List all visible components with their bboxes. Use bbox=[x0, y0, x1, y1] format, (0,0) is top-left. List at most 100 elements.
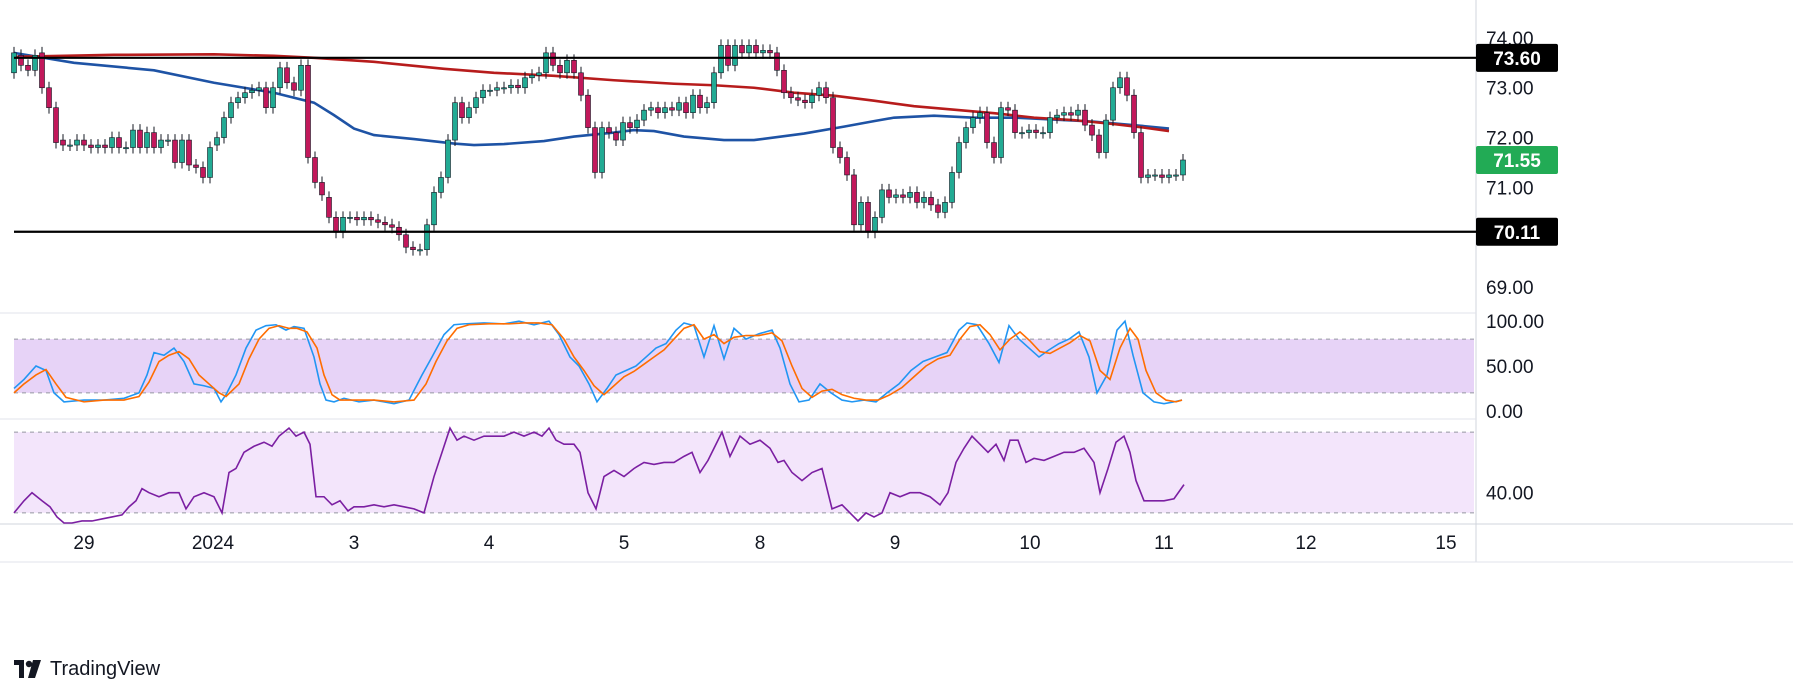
candle[interactable] bbox=[249, 84, 255, 99]
candle[interactable] bbox=[648, 101, 654, 117]
candle[interactable] bbox=[361, 211, 367, 226]
candle[interactable] bbox=[312, 151, 318, 189]
horizontal-levels[interactable] bbox=[14, 56, 1476, 233]
candle[interactable] bbox=[291, 76, 297, 97]
candle[interactable] bbox=[613, 126, 619, 147]
candle[interactable] bbox=[1054, 109, 1060, 124]
candle[interactable] bbox=[25, 59, 31, 77]
candle[interactable] bbox=[1026, 124, 1032, 139]
candle[interactable] bbox=[158, 134, 164, 154]
candle[interactable] bbox=[1131, 89, 1137, 139]
candle[interactable] bbox=[459, 96, 465, 124]
candle[interactable] bbox=[739, 39, 745, 59]
candle[interactable] bbox=[781, 64, 787, 99]
candle[interactable] bbox=[704, 96, 710, 114]
candle[interactable] bbox=[900, 188, 906, 204]
candle[interactable] bbox=[207, 141, 213, 184]
candle[interactable] bbox=[368, 211, 374, 226]
candle[interactable] bbox=[529, 69, 535, 84]
candle[interactable] bbox=[1124, 71, 1130, 102]
candle[interactable] bbox=[11, 46, 17, 79]
candle[interactable] bbox=[627, 116, 633, 134]
candle[interactable] bbox=[1180, 154, 1186, 181]
candle[interactable] bbox=[151, 126, 157, 154]
candle[interactable] bbox=[1075, 104, 1081, 122]
candle[interactable] bbox=[711, 66, 717, 109]
candle[interactable] bbox=[508, 79, 514, 94]
candle[interactable] bbox=[39, 46, 45, 94]
candle[interactable] bbox=[137, 124, 143, 154]
candle[interactable] bbox=[998, 101, 1004, 164]
candle[interactable] bbox=[620, 116, 626, 147]
candle[interactable] bbox=[760, 44, 766, 59]
candle[interactable] bbox=[655, 101, 661, 119]
candle[interactable] bbox=[298, 59, 304, 97]
candle[interactable] bbox=[795, 91, 801, 107]
candle[interactable] bbox=[1047, 111, 1053, 139]
candle[interactable] bbox=[746, 39, 752, 59]
candle[interactable] bbox=[256, 81, 262, 97]
candlesticks[interactable] bbox=[11, 39, 1186, 256]
candle[interactable] bbox=[641, 104, 647, 127]
candle[interactable] bbox=[375, 213, 381, 229]
candle[interactable] bbox=[977, 106, 983, 124]
candle[interactable] bbox=[228, 96, 234, 124]
candle[interactable] bbox=[557, 59, 563, 79]
candle[interactable] bbox=[46, 81, 52, 114]
candle[interactable] bbox=[956, 136, 962, 179]
candle[interactable] bbox=[452, 96, 458, 147]
candle[interactable] bbox=[718, 39, 724, 79]
candle[interactable] bbox=[165, 134, 171, 147]
candle[interactable] bbox=[186, 134, 192, 171]
candle[interactable] bbox=[942, 196, 948, 219]
candle[interactable] bbox=[697, 89, 703, 114]
candle[interactable] bbox=[1173, 168, 1179, 181]
candle[interactable] bbox=[823, 81, 829, 104]
candle[interactable] bbox=[74, 134, 80, 152]
candle[interactable] bbox=[270, 81, 276, 114]
candle[interactable] bbox=[928, 191, 934, 211]
candle[interactable] bbox=[1012, 104, 1018, 139]
candle[interactable] bbox=[1005, 101, 1011, 117]
candle[interactable] bbox=[1019, 126, 1025, 139]
candle[interactable] bbox=[921, 191, 927, 209]
candle[interactable] bbox=[1082, 104, 1088, 132]
candle[interactable] bbox=[67, 139, 73, 152]
candle[interactable] bbox=[886, 183, 892, 204]
candle[interactable] bbox=[1110, 81, 1116, 127]
candle[interactable] bbox=[984, 106, 990, 149]
candle[interactable] bbox=[172, 134, 178, 169]
candle[interactable] bbox=[1159, 168, 1165, 184]
candle[interactable] bbox=[81, 134, 87, 152]
candle[interactable] bbox=[32, 49, 38, 77]
candle[interactable] bbox=[725, 39, 731, 72]
candle[interactable] bbox=[487, 84, 493, 97]
candle[interactable] bbox=[669, 101, 675, 117]
candle[interactable] bbox=[662, 101, 668, 119]
candle[interactable] bbox=[830, 91, 836, 154]
candle[interactable] bbox=[144, 126, 150, 154]
candle[interactable] bbox=[235, 91, 241, 109]
candle[interactable] bbox=[935, 198, 941, 219]
candle[interactable] bbox=[683, 96, 689, 119]
candle[interactable] bbox=[802, 94, 808, 109]
candle[interactable] bbox=[1117, 71, 1123, 94]
candle[interactable] bbox=[277, 61, 283, 94]
brand[interactable]: TradingView bbox=[14, 655, 160, 683]
candle[interactable] bbox=[872, 211, 878, 239]
candle[interactable] bbox=[88, 139, 94, 154]
candle[interactable] bbox=[123, 141, 129, 154]
candle[interactable] bbox=[844, 151, 850, 181]
candle[interactable] bbox=[242, 86, 248, 104]
candle[interactable] bbox=[522, 71, 528, 94]
candle[interactable] bbox=[1068, 106, 1074, 122]
candle[interactable] bbox=[578, 66, 584, 102]
candle[interactable] bbox=[473, 91, 479, 114]
candle[interactable] bbox=[550, 46, 556, 72]
candle[interactable] bbox=[634, 114, 640, 134]
candle[interactable] bbox=[536, 66, 542, 82]
candle[interactable] bbox=[305, 59, 311, 164]
candle[interactable] bbox=[676, 96, 682, 117]
candle[interactable] bbox=[480, 84, 486, 104]
